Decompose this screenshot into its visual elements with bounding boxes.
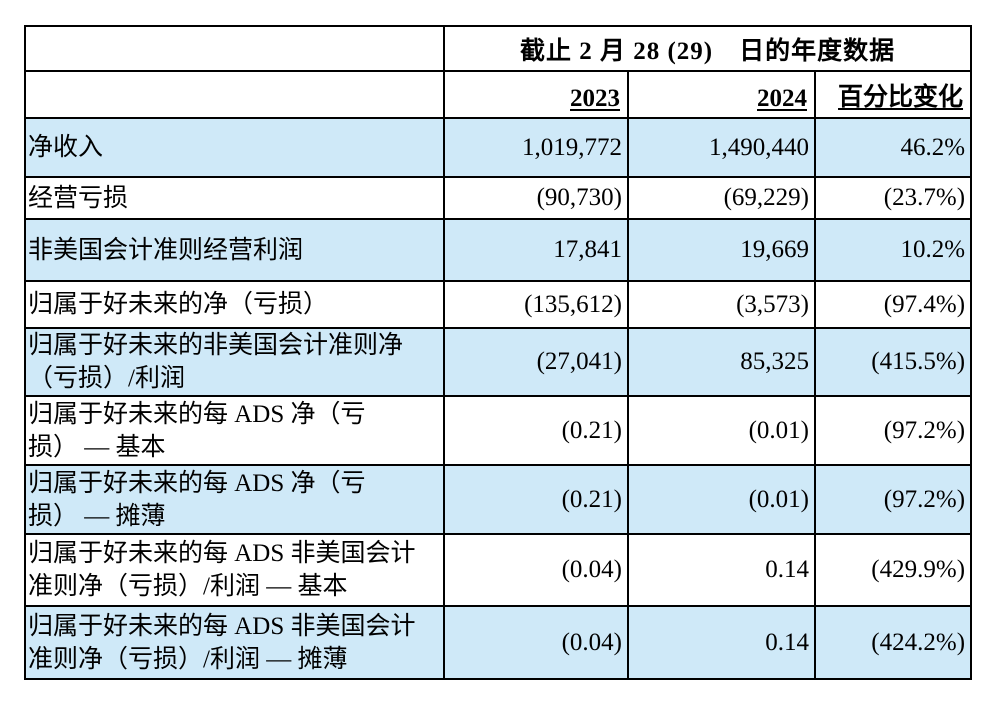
value-2023: (0.21): [443, 395, 629, 466]
row-label: 归属于好未来的每 ADS 净（亏 损） — 基本: [24, 395, 445, 466]
row-label: 归属于好未来的净（亏损）: [24, 280, 445, 329]
table-row: 归属于好未来的每 ADS 净（亏 损） — 基本 (0.21) (0.01) (97.…: [24, 395, 973, 466]
period-header: 截止 2 月 28 (29) 日的年度数据: [442, 25, 973, 72]
pct-change-value: 46.2%: [813, 117, 973, 178]
column-header-2024: 2024: [627, 70, 816, 119]
pct-change-value: 10.2%: [813, 218, 973, 282]
table-row: 归属于好未来的净（亏损） (135,612) (3,573) (97.4%): [24, 280, 973, 329]
pct-change-value: (97.2%): [813, 464, 973, 535]
value-2024: (0.01): [627, 395, 816, 466]
empty-header-cell: [24, 70, 445, 119]
table-row: 归属于好未来的非美国会计准则净 （亏损）/利润 (27,041) 85,325 (41…: [24, 327, 973, 397]
table-row: 归属于好未来的每 ADS 净（亏 损） — 摊薄 (0.21) (0.01) (97.…: [24, 464, 973, 535]
financial-table: 截止 2 月 28 (29) 日的年度数据 2023 2024 百分比变化 净收…: [24, 25, 973, 680]
value-2024: (3,573): [627, 280, 816, 329]
pct-change-value: (23.7%): [813, 176, 973, 220]
row-label: 经营亏损: [24, 176, 445, 220]
pct-change-value: (429.9%): [813, 533, 973, 607]
row-label: 归属于好未来的非美国会计准则净 （亏损）/利润: [24, 327, 445, 397]
value-2024: 85,325: [627, 327, 816, 397]
table-row: 经营亏损 (90,730) (69,229) (23.7%): [24, 176, 973, 220]
table-row: 归属于好未来的每 ADS 非美国会计 准则净（亏损）/利润 — 基本 (0.04)…: [24, 533, 973, 607]
pct-change-value: (97.2%): [813, 395, 973, 466]
table-row: 非美国会计准则经营利润 17,841 19,669 10.2%: [24, 218, 973, 282]
row-label: 净收入: [24, 117, 445, 178]
table-row: 归属于好未来的每 ADS 非美国会计 准则净（亏损）/利润 — 摊薄 (0.04)…: [24, 605, 973, 680]
value-2023: (0.04): [443, 533, 629, 607]
value-2023: (0.21): [443, 464, 629, 535]
table-body: 净收入 1,019,772 1,490,440 46.2% 经营亏损 (90,730) (6…: [24, 117, 973, 680]
value-2023: (135,612): [443, 280, 629, 329]
value-2024: 0.14: [627, 605, 816, 680]
period-header-row: 截止 2 月 28 (29) 日的年度数据: [24, 25, 973, 72]
column-header-2023: 2023: [443, 70, 629, 119]
table-row: 净收入 1,019,772 1,490,440 46.2%: [24, 117, 973, 178]
value-2023: (0.04): [443, 605, 629, 680]
row-label: 归属于好未来的每 ADS 非美国会计 准则净（亏损）/利润 — 基本: [24, 533, 445, 607]
value-2024: (0.01): [627, 464, 816, 535]
value-2023: (90,730): [443, 176, 629, 220]
pct-change-value: (424.2%): [813, 605, 973, 680]
value-2023: (27,041): [443, 327, 629, 397]
empty-header-cell: [24, 25, 445, 72]
value-2024: 19,669: [627, 218, 816, 282]
row-label: 非美国会计准则经营利润: [24, 218, 445, 282]
row-label: 归属于好未来的每 ADS 净（亏 损） — 摊薄: [24, 464, 445, 535]
value-2024: 0.14: [627, 533, 816, 607]
column-header-row: 2023 2024 百分比变化: [24, 70, 973, 119]
value-2023: 1,019,772: [443, 117, 629, 178]
pct-change-value: (97.4%): [813, 280, 973, 329]
pct-change-value: (415.5%): [813, 327, 973, 397]
row-label: 归属于好未来的每 ADS 非美国会计 准则净（亏损）/利润 — 摊薄: [24, 605, 445, 680]
value-2023: 17,841: [443, 218, 629, 282]
value-2024: (69,229): [627, 176, 816, 220]
value-2024: 1,490,440: [627, 117, 816, 178]
column-header-pct-change: 百分比变化: [813, 70, 973, 119]
